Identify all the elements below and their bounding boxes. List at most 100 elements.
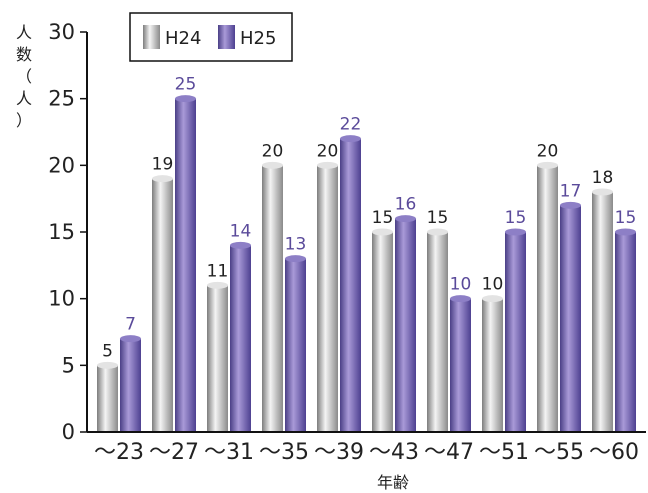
- data-label-h25: 14: [230, 221, 252, 241]
- bar-h25-6: 16: [395, 195, 417, 432]
- legend-swatch-h25: [218, 25, 235, 49]
- data-label-h24: 5: [102, 341, 113, 361]
- x-axis: ～23 ～27 ～31 ～35 ～39 ～43 ～47 ～51 ～55 ～60: [87, 431, 646, 465]
- data-label-h25: 13: [285, 235, 307, 255]
- x-tick-label: ～47: [424, 440, 474, 465]
- data-label-h25: 17: [560, 181, 582, 201]
- bar-cap: [175, 95, 196, 103]
- x-tick-label: ～31: [204, 440, 254, 465]
- bar-h24-2: 19: [152, 155, 174, 432]
- legend-label-h25: H25: [240, 28, 276, 49]
- bar-body: [262, 165, 283, 433]
- bar-body: [230, 245, 251, 432]
- bar-cap: [372, 228, 393, 236]
- bar-h25-3: 14: [230, 221, 252, 432]
- y-tick-label: 30: [48, 20, 75, 44]
- data-label-h24: 10: [482, 275, 504, 295]
- bar-cap: [340, 135, 361, 143]
- data-label-h24: 19: [152, 155, 174, 175]
- bar-h25-10: 15: [615, 208, 637, 432]
- data-label-h25: 25: [175, 75, 197, 95]
- bar-cap: [207, 281, 228, 289]
- bar-h25-1: 7: [120, 315, 141, 432]
- bar-h24-6: 15: [372, 208, 393, 432]
- bar-h24-3: 11: [207, 261, 229, 432]
- bar-cap: [615, 228, 636, 236]
- bar-h25-9: 17: [560, 181, 582, 432]
- bar-h24-10: 18: [592, 168, 614, 432]
- x-axis-title: 年齢: [377, 473, 409, 492]
- bar-h24-4: 20: [262, 141, 284, 433]
- y-tick-label: 5: [62, 353, 75, 377]
- legend-label-h24: H24: [165, 28, 201, 49]
- bar-cap: [230, 241, 251, 249]
- data-label-h24: 20: [262, 141, 284, 161]
- data-label-h25: 22: [340, 115, 362, 135]
- bar-h25-5: 22: [340, 115, 362, 432]
- bar-h25-8: 15: [505, 208, 527, 432]
- bar-body: [207, 285, 228, 432]
- bar-cap: [592, 188, 613, 196]
- bar-cap: [152, 175, 173, 183]
- bar-body: [560, 205, 581, 432]
- bar-cap: [285, 255, 306, 263]
- bar-body: [592, 192, 613, 432]
- bar-h24-9: 20: [537, 141, 559, 433]
- bar-cap: [560, 201, 581, 209]
- data-label-h25: 7: [125, 315, 136, 335]
- data-label-h25: 10: [450, 275, 472, 295]
- legend: H24 H25: [129, 12, 293, 62]
- x-tick-label: ～60: [589, 440, 639, 465]
- bar-body: [537, 165, 558, 433]
- bar-cap: [505, 228, 526, 236]
- bar-cap: [537, 161, 558, 169]
- bar-cap: [395, 215, 416, 223]
- y-tick-label: 25: [48, 87, 75, 111]
- data-label-h25: 16: [395, 195, 417, 215]
- bar-h25-4: 13: [285, 235, 307, 432]
- bar-h25-7: 10: [450, 275, 472, 432]
- data-label-h24: 20: [537, 141, 559, 161]
- bar-body: [340, 138, 361, 432]
- y-tick-label: 10: [48, 287, 75, 311]
- bar-body: [317, 165, 338, 433]
- data-label-h24: 18: [592, 168, 614, 188]
- bar-h24-8: 10: [482, 275, 504, 432]
- bar-h24-7: 15: [427, 208, 449, 432]
- y-axis-title: 人数（人）: [16, 23, 32, 130]
- x-tick-label: ～51: [479, 440, 529, 465]
- y-tick-label: 15: [48, 220, 75, 244]
- bar-body: [152, 178, 173, 432]
- bar-body: [372, 232, 393, 432]
- y-tick-label: 20: [48, 153, 75, 177]
- data-label-h25: 15: [505, 208, 527, 228]
- bar-body: [505, 232, 526, 432]
- data-label-h24: 20: [317, 141, 339, 161]
- bar-body: [97, 365, 118, 432]
- x-tick-label: ～35: [259, 440, 309, 465]
- x-tick-label: ～55: [534, 440, 584, 465]
- x-tick-label: ～43: [369, 440, 419, 465]
- y-axis: 0 5 10 15 20 25 30: [48, 20, 88, 444]
- bar-cap: [450, 295, 471, 303]
- bar-body: [615, 232, 636, 432]
- data-label-h24: 11: [207, 261, 229, 281]
- bar-cap: [317, 161, 338, 169]
- bar-h24-5: 20: [317, 141, 339, 433]
- bar-body: [427, 232, 448, 432]
- data-label-h25: 15: [615, 208, 637, 228]
- bar-body: [395, 218, 416, 432]
- bar-cap: [97, 361, 118, 369]
- legend-item-h25: H25: [218, 25, 276, 49]
- bar-body: [285, 258, 306, 432]
- bar-cap: [262, 161, 283, 169]
- bar-cap: [482, 295, 503, 303]
- x-tick-label: ～23: [94, 440, 144, 465]
- bar-cap: [427, 228, 448, 236]
- data-label-h24: 15: [427, 208, 449, 228]
- x-tick-label: ～27: [149, 440, 199, 465]
- legend-item-h24: H24: [143, 25, 201, 49]
- bar-body: [175, 98, 196, 433]
